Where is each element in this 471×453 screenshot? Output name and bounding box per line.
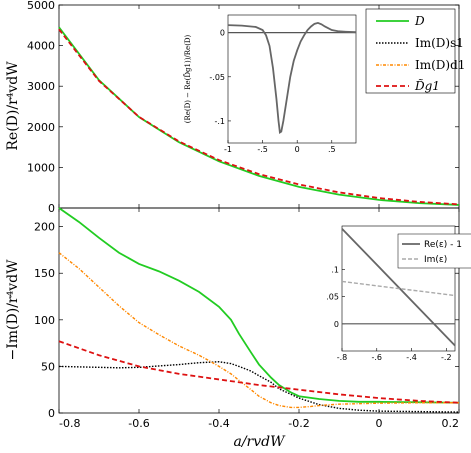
top-ytick-label: 4000 xyxy=(27,40,55,53)
top-inset-lines xyxy=(227,21,357,134)
bottom-xtick-label: -0.2 xyxy=(288,417,309,430)
top-inset-ytick-label: -.05 xyxy=(209,73,225,82)
bottom-series-d-line xyxy=(58,207,460,404)
top-inset-xtick-label: -.5 xyxy=(257,145,268,154)
bottom-series-lines xyxy=(58,207,460,413)
bottom-xtick-label: 0.2 xyxy=(442,417,460,430)
top-ytick-label: 5000 xyxy=(27,0,55,12)
bottom-inset-xtick-label: -.8 xyxy=(337,353,348,362)
bottom-inset-legend-box xyxy=(397,233,471,269)
inset-legend-label-re-eps: Re(ε) - 1 xyxy=(424,240,462,250)
top-series-d-line xyxy=(58,26,460,206)
bottom-inset-ytick-label: .1 xyxy=(331,265,339,274)
bottom-inset: 0 .05 .1 -.8 -.6 -.4 -.2 Re(ε) - 1 Im(ε) xyxy=(326,225,471,362)
bottom-inset-xtick-label: -.6 xyxy=(372,353,383,362)
bottom-inset-ytick-label: .05 xyxy=(326,293,339,302)
bottom-ytick-label: 200 xyxy=(34,221,55,234)
bottom-inset-xtick-label: -.2 xyxy=(441,353,452,362)
bottom-series-d-g1-line xyxy=(58,340,460,404)
top-ytick-label: 0 xyxy=(48,202,55,215)
top-series-lines xyxy=(58,26,460,206)
legend-label-dg1: D̃g1 xyxy=(414,78,440,93)
bottom-panel: 0 50 100 150 200 -0.8 -0.6 -0.4 -0.2 0 0.2 −Im(D)/… xyxy=(5,207,471,450)
bottom-ytick-label: 0 xyxy=(48,407,55,420)
bottom-ytick-label: 50 xyxy=(41,360,55,373)
top-inset-ylabel: (Re(D) − Re(D̃g1))/Re(D) xyxy=(184,34,192,123)
bottom-xtick-label: -0.6 xyxy=(128,417,149,430)
inset-legend-label-im-eps: Im(ε) xyxy=(424,255,447,265)
top-ytick-label: 2000 xyxy=(27,121,55,134)
top-inset-xtick-label: .5 xyxy=(328,145,336,154)
top-inset-xtick-label: 0 xyxy=(295,145,300,154)
bottom-inset-lines xyxy=(341,228,456,347)
top-series-d-g1-line xyxy=(58,28,460,206)
bottom-ytick-label: 100 xyxy=(34,314,55,327)
bottom-axes: 0 50 100 150 200 -0.8 -0.6 -0.4 -0.2 0 0.2 xyxy=(34,208,460,430)
bottom-inset-series-im--line xyxy=(341,280,456,297)
top-inset-frame xyxy=(227,14,357,144)
legend-label-d: D xyxy=(414,14,425,28)
legend-label-im-s1: Im(D)s1 xyxy=(415,36,464,50)
top-ytick-label: 1000 xyxy=(27,161,55,174)
bottom-series-im-d-s1-line xyxy=(58,361,460,413)
bottom-inset-ytick-label: 0 xyxy=(334,320,339,329)
top-legend: D Im(D)s1 Im(D)d1 D̃g1 xyxy=(365,8,465,94)
bottom-inset-legend: Re(ε) - 1 Im(ε) xyxy=(397,233,471,269)
bottom-series-im-d-d1-line xyxy=(58,252,459,409)
top-inset-xtick-label: -1 xyxy=(224,145,232,154)
top-axes: 0 1000 2000 3000 4000 5000 xyxy=(27,0,460,215)
bottom-ytick-label: 150 xyxy=(34,267,55,280)
bottom-xtick-label: -0.8 xyxy=(59,417,80,430)
top-ylabel: Re(D)/r⁴vdW xyxy=(5,61,21,151)
bottom-xtick-label: 0 xyxy=(376,417,383,430)
top-ytick-label: 3000 xyxy=(27,80,55,93)
bottom-xtick-label: -0.4 xyxy=(208,417,229,430)
top-inset-axes: 0 -.05 -.1 -1 -.5 0 .5 xyxy=(209,29,335,154)
top-inset-series-curve-line xyxy=(227,21,357,134)
bottom-inset-axes: 0 .05 .1 -.8 -.6 -.4 -.2 xyxy=(326,265,451,362)
top-inset-ytick-label: 0 xyxy=(220,29,225,38)
top-inset: 0 -.05 -.1 -1 -.5 0 .5 (Re(D) − Re(D̃g1))/Re(D… xyxy=(184,14,357,154)
bottom-xlabel: a/rvdW xyxy=(233,434,286,450)
legend-label-im-d1: Im(D)d1 xyxy=(415,58,465,72)
bottom-ylabel: −Im(D)/r⁴vdW xyxy=(5,259,21,361)
bottom-inset-xtick-label: -.4 xyxy=(406,353,417,362)
bottom-plot-frame xyxy=(58,207,460,414)
bottom-inset-series-re-1-line xyxy=(341,228,456,347)
top-panel: 0 1000 2000 3000 4000 5000 Re(D)/r⁴vdW D Im(D… xyxy=(5,0,465,215)
top-legend-box xyxy=(365,8,456,94)
top-inset-ytick-label: -.1 xyxy=(214,117,225,126)
